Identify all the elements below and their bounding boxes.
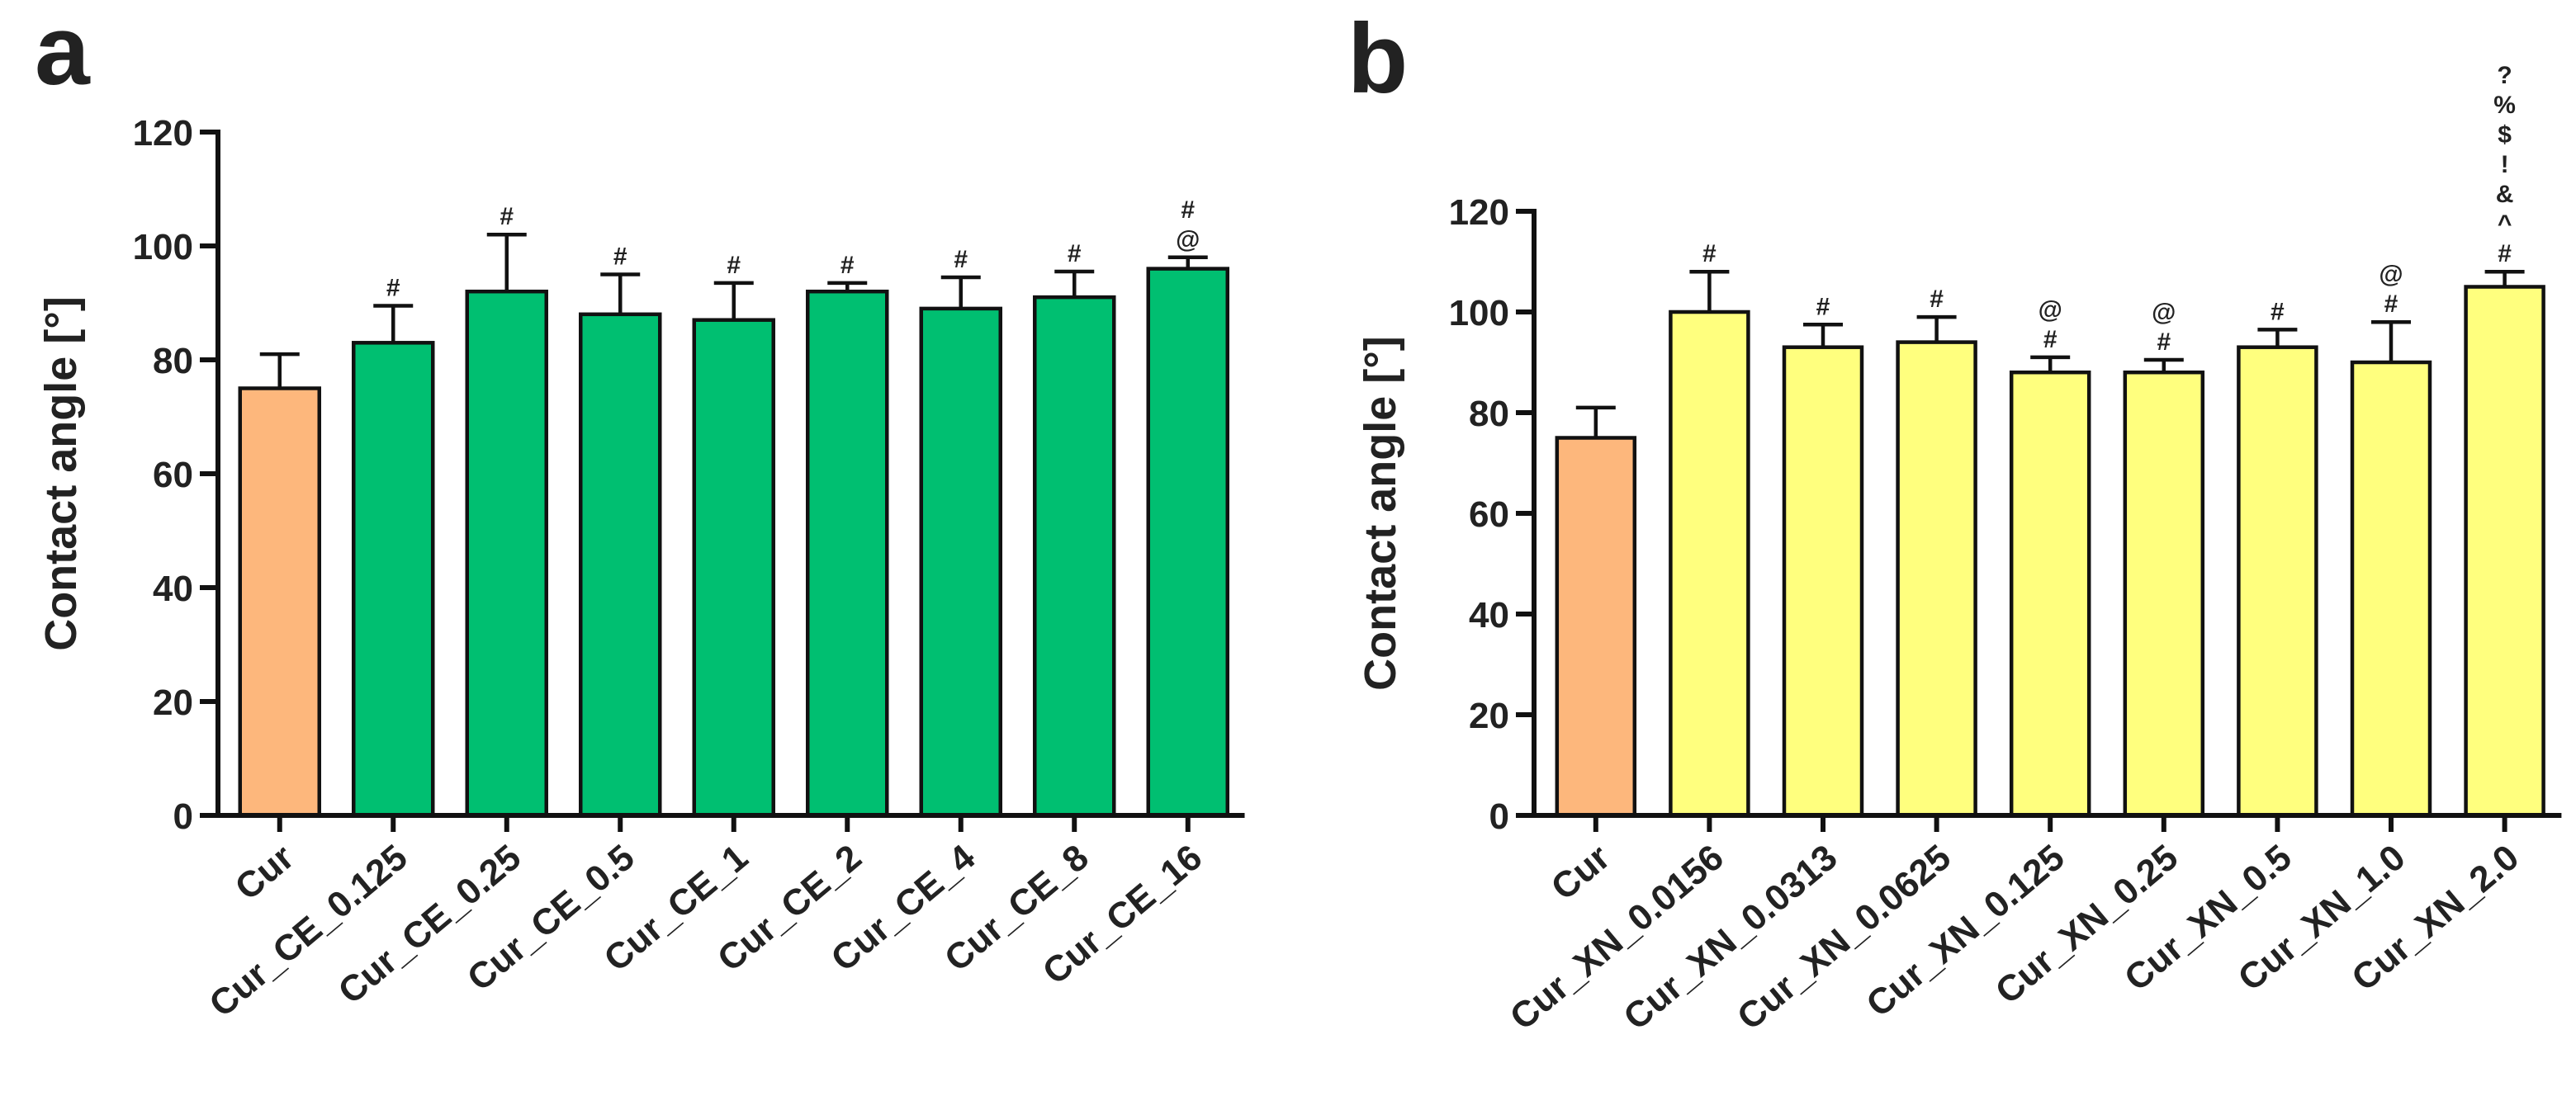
significance-mark: ? — [2497, 62, 2512, 89]
significance-mark: # — [1181, 196, 1195, 224]
bar — [2464, 285, 2545, 818]
y-tick-label: 20 — [1469, 696, 1509, 736]
significance-mark: # — [613, 243, 627, 271]
significance-mark: # — [1068, 240, 1082, 267]
y-axis-title: Contact angle [°] — [1356, 336, 1405, 691]
significance-mark: @ — [2039, 296, 2062, 324]
significance-mark: # — [727, 252, 741, 279]
bar — [2350, 360, 2432, 818]
bar — [2009, 370, 2091, 818]
y-tick-label: 0 — [173, 796, 193, 837]
x-tick-label: Cur — [228, 837, 302, 908]
bar — [238, 386, 321, 818]
x-tick-label: Cur_XN_0.125 — [1859, 837, 2072, 1025]
significance-mark: # — [1930, 286, 1944, 313]
significance-mark: @ — [1176, 226, 1200, 253]
y-tick-label: 80 — [1469, 394, 1509, 434]
x-tick-label: Cur — [1544, 837, 1618, 908]
bar — [1896, 340, 1977, 818]
significance-mark: @ — [2152, 299, 2176, 326]
y-tick-label: 60 — [153, 455, 193, 495]
y-tick-label: 80 — [153, 341, 193, 381]
bar — [919, 306, 1002, 818]
bar — [579, 312, 662, 818]
significance-mark: # — [2384, 291, 2398, 318]
y-tick-label: 100 — [1449, 293, 1509, 333]
y-tick-label: 100 — [133, 227, 193, 267]
bar — [806, 289, 889, 818]
bar — [1782, 345, 1864, 818]
significance-mark: & — [2496, 181, 2514, 208]
y-tick-label: 40 — [1469, 595, 1509, 635]
significance-mark: ^ — [2498, 210, 2512, 238]
significance-mark: # — [2043, 326, 2057, 353]
bar — [1033, 295, 1116, 818]
significance-mark: @ — [2379, 261, 2403, 288]
bar — [1146, 267, 1229, 818]
bar — [692, 318, 775, 818]
bar — [465, 289, 548, 818]
y-tick-label: 20 — [153, 683, 193, 723]
bar — [1669, 309, 1750, 818]
significance-mark: # — [2157, 328, 2171, 356]
significance-mark: # — [500, 203, 514, 230]
significance-mark: # — [386, 274, 400, 301]
significance-mark: # — [1702, 240, 1717, 267]
y-tick-label: 60 — [1469, 494, 1509, 535]
significance-mark: # — [1816, 293, 1830, 320]
y-tick-label: 120 — [1449, 192, 1509, 233]
significance-mark: $ — [2498, 121, 2512, 149]
panel-letter: b — [1347, 3, 1408, 114]
bar — [2237, 345, 2318, 818]
bar — [2123, 370, 2205, 818]
significance-mark: ! — [2501, 151, 2509, 178]
y-tick-label: 0 — [1489, 796, 1509, 837]
bar — [352, 341, 435, 818]
significance-mark: # — [2498, 240, 2512, 267]
y-tick-label: 40 — [153, 569, 193, 609]
significance-mark: # — [2271, 298, 2285, 325]
bar — [1555, 436, 1637, 818]
significance-mark: % — [2493, 92, 2516, 119]
significance-mark: # — [841, 252, 855, 279]
y-axis-title: Contact angle [°] — [36, 296, 86, 651]
y-tick-label: 120 — [133, 113, 193, 154]
significance-mark: # — [954, 246, 968, 273]
x-tick-label: Cur_CE_0.125 — [201, 837, 414, 1025]
panel-letter: a — [35, 0, 91, 106]
